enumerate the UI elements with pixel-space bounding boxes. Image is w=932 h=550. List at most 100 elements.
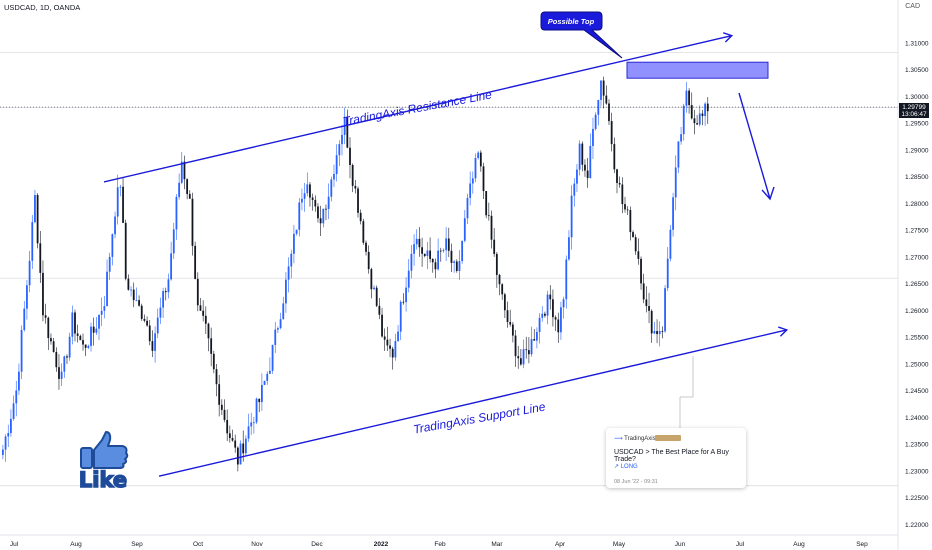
candle-body [156,317,159,334]
candle-body [405,287,407,303]
candle-body [359,212,362,222]
candle-body [172,229,175,254]
candle-body [423,253,426,257]
x-tick-label: Nov [251,541,263,548]
candle-body [482,166,485,192]
candle-body [477,152,480,159]
resistance-line[interactable] [103,36,725,183]
resistance-label: TradingAxis Resistance Line [342,87,494,128]
candle-body [164,291,167,293]
candle-body [36,195,39,244]
candle-body [618,182,621,185]
candle-body [608,103,610,122]
candle-body [576,169,578,184]
candle-body [42,272,44,316]
candle-body [541,313,544,318]
candle-body [594,114,597,129]
candle-body [260,384,263,403]
idea-date: 08 Jun '22 - 09:31 [614,479,658,485]
candle-body [490,215,493,240]
candle-body [562,299,565,308]
candle-body [413,244,415,254]
candle-body [218,384,221,405]
candle-body [114,216,116,235]
candle-body [685,90,688,106]
possible-top-zone[interactable] [626,61,769,79]
candle-body [15,390,18,404]
candle-body [298,202,301,230]
candle-body [351,164,354,186]
candle-body [367,251,370,270]
candle-body [140,305,143,319]
x-tick-label: 2022 [374,541,389,548]
candle-body [429,250,431,259]
candle-body [458,261,461,271]
candle-body [357,188,359,213]
horizontal-levels [0,52,898,487]
candle-body [148,325,151,342]
candle-body [634,237,637,252]
candle-body [434,262,437,270]
candle-body [119,186,122,188]
idea-card[interactable]: ⟿ TradingAxis USDCAD > The Best Place fo… [606,428,746,488]
candle-body [704,103,707,117]
candle-body [82,340,84,345]
candle-body [701,113,704,117]
candle-body [111,234,114,257]
candle-body [63,356,66,372]
candle-body [228,433,231,439]
candle-body [234,440,237,448]
candle-body [653,331,656,334]
candle-body [447,238,450,251]
candle-body [50,338,52,342]
candle-body [527,350,530,355]
candle-body [415,238,418,245]
candle-body [431,258,434,263]
candle-body [68,336,71,358]
forecast-arrow [738,92,771,200]
x-tick-label: Feb [434,541,446,548]
candle-body [407,270,410,288]
like-label: Like [78,467,128,493]
candle-body [418,238,421,248]
x-tick-label: Jul [736,541,745,548]
x-tick-label: Jun [675,541,686,548]
y-tick-label: 1.23000 [905,468,929,475]
y-tick-label: 1.25500 [905,335,929,342]
candle-body [31,222,34,261]
support-line[interactable] [158,331,780,477]
candle-body [503,294,506,311]
y-tick-label: 1.26000 [905,308,929,315]
candle-body [624,204,626,210]
candle-body [365,242,367,252]
candle-body [90,326,92,346]
candle-body [669,229,672,259]
like-badge[interactable]: Like [74,430,132,493]
candle-body [311,197,314,200]
candle-body [330,179,333,197]
candle-body [648,306,650,311]
candle-body [130,289,132,291]
candle-body [378,305,381,315]
candle-body [279,319,282,329]
candle-body [589,145,592,179]
candle-body [74,312,76,334]
candle-body [98,314,100,329]
candle-body [442,250,445,252]
candle-body [586,170,589,179]
candle-body [674,167,677,198]
idea-title[interactable]: USDCAD > The Best Place for A Buy Trade? [614,449,729,463]
candle-body [116,187,119,217]
candle-body [402,301,405,303]
candle-body [509,322,512,325]
y-tick-label: 1.29500 [905,121,929,128]
candle-body [389,345,391,349]
candle-body [106,271,108,307]
candle-body [621,184,624,205]
candle-body [426,250,429,257]
candle-body [309,184,311,198]
candle-body [26,285,28,309]
candle-body [584,164,586,171]
candle-body [568,237,570,260]
